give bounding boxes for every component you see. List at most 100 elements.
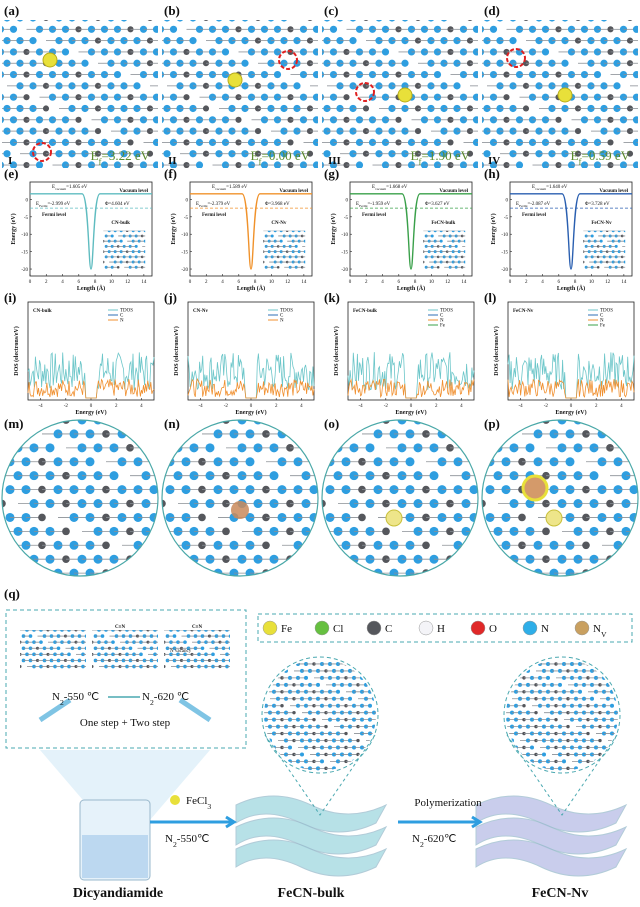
x-axis-title: Length (Å) [397,284,425,292]
atom [380,752,384,756]
atom [506,773,510,777]
atom [502,683,505,686]
atom [372,668,376,673]
x-tick-label: 12 [445,280,451,285]
atom [596,245,600,248]
atom [376,732,379,735]
atom [464,271,467,274]
atom [113,70,122,79]
atom [522,105,530,112]
atom [376,746,379,749]
atom [471,173,477,179]
atom [574,583,583,592]
text-part: =1.90 eV [422,148,471,163]
atom [102,271,105,274]
plot-frame [29,181,153,277]
text-part: =0.59 eV [582,148,631,163]
structure [481,419,639,592]
atom [467,245,470,248]
atom [38,569,46,576]
atom [467,266,470,269]
atom [588,271,591,274]
atom [81,173,88,180]
atom [622,725,626,729]
y-axis-title: DOS (electrons/eV) [333,326,340,375]
atom [288,773,292,777]
atom [526,583,535,592]
atom [493,554,503,564]
x-tick-label: 8 [574,280,577,285]
y-tick-label: -5 [184,216,189,221]
atom [428,271,431,274]
atom [333,554,343,564]
atom [479,82,486,89]
work-function: Φ=3.728 eV [585,202,610,207]
panel-label: (j) [164,290,177,305]
atom [228,658,230,663]
atom [502,669,505,672]
atom [423,260,425,264]
atom [355,161,364,168]
panel-label: (m) [4,416,24,431]
atom [149,540,158,550]
atom [268,271,271,274]
atom [618,690,621,693]
atom [613,568,623,576]
atom [623,250,626,254]
text-part: E [91,148,99,163]
potential-curve [190,193,312,270]
atom [309,429,318,439]
atom [225,630,229,632]
numeral: III [328,155,341,167]
atom [622,655,626,659]
atom [147,255,150,258]
atom [280,173,287,180]
atom [349,173,356,180]
atom [25,630,29,632]
atom [39,640,43,644]
lattice [263,230,306,274]
atom [502,739,505,742]
atom [273,70,282,79]
atom [126,271,129,274]
atom [518,668,522,673]
numeral: I [8,155,12,167]
atom [618,746,621,749]
x-tick-label: 4 [61,280,64,285]
atom [260,669,263,672]
atom [380,725,384,729]
atom [356,738,360,743]
atom [9,116,18,124]
atom [606,655,610,659]
atom [486,430,494,438]
atom [506,675,510,680]
atom [606,668,610,673]
y-axis-title: DOS (electrons/eV) [173,326,180,375]
atom [542,655,546,659]
atom [360,661,364,666]
atom [262,541,270,550]
atom [298,271,301,274]
atom [195,161,204,168]
atom [95,20,101,22]
x-tick-label: 6 [238,280,241,285]
atom [197,630,201,632]
atom [384,732,388,736]
atom [453,429,463,439]
atom [542,420,550,424]
atom [241,59,249,67]
text-part: =1.589 eV [226,185,248,190]
atom [542,527,550,536]
panel-label: (d) [484,3,500,18]
atom [522,774,525,777]
atom [110,234,114,238]
atom [614,655,618,659]
fermi-energy: EFermi=-2.087 eV [516,202,551,208]
atom [166,569,174,577]
atom [600,173,607,180]
atom [309,540,318,550]
subscript: Fermi [199,204,207,208]
atom [228,634,230,638]
atom [149,568,158,576]
atom [632,25,638,33]
